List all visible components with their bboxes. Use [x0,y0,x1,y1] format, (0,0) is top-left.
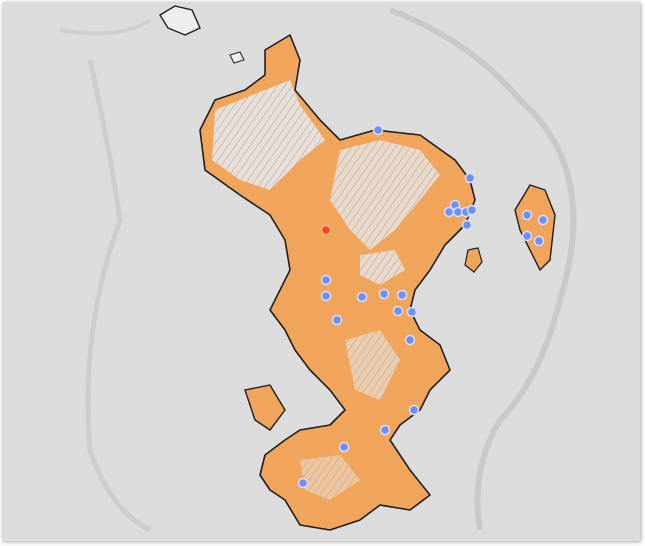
map-marker[interactable] [521,209,533,221]
map-marker[interactable] [443,206,455,218]
map-marker[interactable] [533,235,545,247]
map-marker[interactable] [406,306,418,318]
relief [212,80,325,190]
relief [330,140,440,250]
map-marker[interactable] [331,314,343,326]
map-frame [2,2,640,541]
reef [59,18,152,36]
relief [300,455,360,500]
map-marker[interactable] [461,219,473,231]
islet [159,5,201,36]
map-marker[interactable] [466,204,478,216]
islet [229,51,245,64]
map-marker[interactable] [537,214,549,226]
island-petite-terre [514,184,556,272]
map-marker[interactable] [372,124,384,136]
island-peninsula [244,384,286,431]
reef [388,7,577,531]
map-marker[interactable] [378,288,390,300]
map-marker[interactable] [404,334,416,346]
map-marker[interactable] [464,172,476,184]
map-marker[interactable] [320,290,332,302]
relief [345,330,400,400]
map-marker[interactable] [320,224,332,236]
map-marker[interactable] [320,274,332,286]
map-marker[interactable] [356,291,368,303]
map-marker[interactable] [338,441,350,453]
map-marker[interactable] [408,404,420,416]
markers [297,124,549,489]
relief [360,250,405,285]
map-marker[interactable] [297,477,309,489]
islet [464,247,483,273]
map-marker[interactable] [521,230,533,242]
reef [85,59,152,533]
map-marker[interactable] [392,305,404,317]
map-marker[interactable] [379,424,391,436]
map-marker[interactable] [396,289,408,301]
map [2,2,640,541]
